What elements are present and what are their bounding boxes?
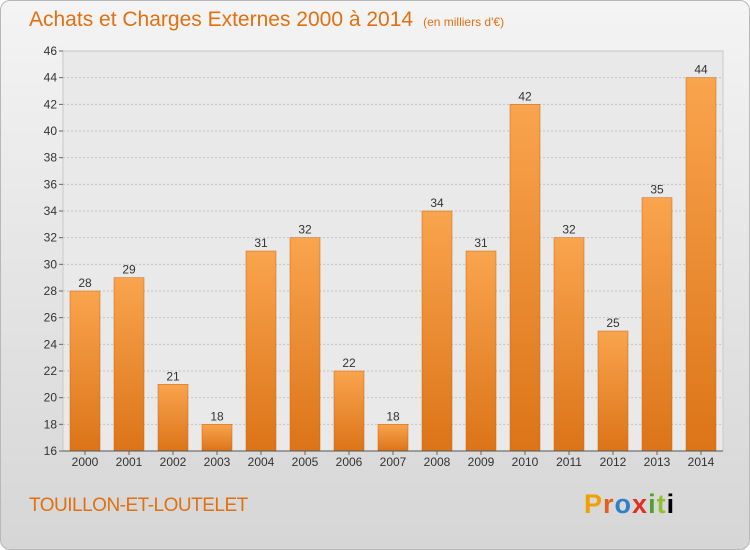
x-axis: 2000 2001 2002 2003 2004 2005 2006 2007 2008 2009… bbox=[72, 451, 715, 469]
bar bbox=[157, 384, 189, 452]
bar bbox=[465, 250, 497, 452]
y-tick-label: 28 bbox=[44, 284, 58, 298]
x-tick-label: 2003 bbox=[204, 455, 231, 469]
bar bbox=[421, 210, 453, 452]
y-tick-label: 30 bbox=[44, 257, 58, 271]
x-tick-label: 2009 bbox=[468, 455, 495, 469]
y-tick-label: 34 bbox=[44, 204, 58, 218]
y-tick-label: 16 bbox=[44, 444, 58, 458]
bar-value-label: 18 bbox=[210, 409, 224, 423]
bar bbox=[289, 237, 321, 452]
bar-value-label: 32 bbox=[562, 223, 576, 237]
commune-name: TOUILLON-ET-LOUTELET bbox=[29, 495, 248, 516]
bar bbox=[685, 77, 717, 452]
bar bbox=[597, 330, 629, 452]
x-tick-label: 2010 bbox=[512, 455, 539, 469]
bar-value-label: 42 bbox=[518, 89, 532, 103]
y-tick-label: 20 bbox=[44, 391, 58, 405]
logo-letter: P bbox=[584, 489, 604, 519]
y-tick-label: 38 bbox=[44, 151, 58, 165]
bar bbox=[377, 424, 409, 452]
chart-title: Achats et Charges Externes 2000 à 2014 bbox=[29, 8, 414, 31]
x-tick-label: 2002 bbox=[160, 455, 187, 469]
x-tick-label: 2001 bbox=[116, 455, 143, 469]
logo-letter: r bbox=[603, 489, 615, 519]
x-tick-label: 2004 bbox=[248, 455, 275, 469]
bar-value-label: 31 bbox=[474, 236, 488, 250]
x-tick-label: 2006 bbox=[336, 455, 363, 469]
y-tick-label: 22 bbox=[44, 364, 58, 378]
x-tick-label: 2013 bbox=[644, 455, 671, 469]
logo-letter: o bbox=[614, 489, 633, 519]
bar bbox=[641, 197, 673, 452]
chart-subtitle: (en milliers d'€) bbox=[423, 15, 505, 29]
y-tick-label: 46 bbox=[44, 44, 58, 58]
x-tick-label: 2014 bbox=[688, 455, 715, 469]
proxiti-logo: Proxiti bbox=[584, 489, 675, 520]
bar-value-label: 29 bbox=[122, 263, 136, 277]
bar-value-label: 34 bbox=[430, 196, 444, 210]
y-axis: 16 18 20 22 24 26 28 30 32 34 36 38 40 42 44 46 bbox=[44, 44, 63, 458]
bar-value-label: 21 bbox=[166, 369, 180, 383]
bar-value-label: 18 bbox=[386, 409, 400, 423]
y-tick-label: 42 bbox=[44, 97, 58, 111]
bar-value-label: 28 bbox=[78, 276, 92, 290]
y-tick-label: 36 bbox=[44, 177, 58, 191]
bar bbox=[113, 277, 145, 452]
logo-letter: i bbox=[666, 489, 676, 519]
y-tick-label: 44 bbox=[44, 71, 58, 85]
bar bbox=[509, 104, 541, 452]
bar-value-label: 35 bbox=[650, 183, 664, 197]
bar bbox=[553, 237, 585, 452]
logo-letter: i bbox=[648, 489, 657, 519]
x-tick-label: 2012 bbox=[600, 455, 627, 469]
title-row: Achats et Charges Externes 2000 à 2014 (e… bbox=[29, 8, 504, 32]
bars: 28 29 21 18 31 32 22 18 34 31 42 32 25 35 44 bbox=[69, 63, 717, 452]
y-tick-label: 40 bbox=[44, 124, 58, 138]
x-tick-label: 2007 bbox=[380, 455, 407, 469]
y-tick-label: 24 bbox=[44, 337, 58, 351]
y-tick-label: 26 bbox=[44, 311, 58, 325]
bar-value-label: 31 bbox=[254, 236, 268, 250]
bar bbox=[245, 250, 277, 452]
logo-letter: x bbox=[632, 489, 649, 519]
bar bbox=[333, 370, 365, 452]
x-tick-label: 2000 bbox=[72, 455, 99, 469]
bar-value-label: 25 bbox=[606, 316, 620, 330]
bar-value-label: 32 bbox=[298, 223, 312, 237]
y-tick-label: 18 bbox=[44, 417, 58, 431]
bar-value-label: 22 bbox=[342, 356, 356, 370]
bar bbox=[201, 424, 233, 452]
x-tick-label: 2005 bbox=[292, 455, 319, 469]
y-tick-label: 32 bbox=[44, 231, 58, 245]
logo-letter: t bbox=[656, 489, 667, 519]
bar-value-label: 44 bbox=[694, 63, 708, 77]
x-tick-label: 2008 bbox=[424, 455, 451, 469]
x-tick-label: 2011 bbox=[556, 455, 582, 469]
bar bbox=[69, 290, 101, 452]
